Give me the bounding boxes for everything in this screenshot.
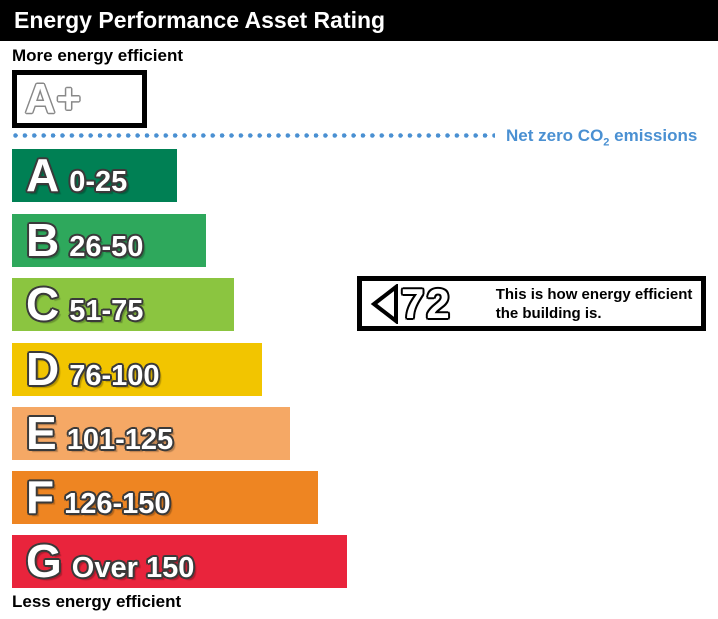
rating-marker: 72 This is how energy efficient the buil… [357, 276, 706, 331]
marker-description-line2: the building is. [495, 304, 602, 322]
band-letter: B [26, 214, 60, 266]
band-range: 126-150 [64, 488, 171, 520]
band-letter: E [26, 407, 57, 459]
band-f: F 126-150 [12, 471, 318, 524]
band-range: 76-100 [69, 360, 160, 392]
band-range: 101-125 [66, 424, 174, 456]
band-range: 51-75 [69, 295, 144, 327]
band-e: E 101-125 [12, 407, 290, 460]
net-zero-suffix: emissions [609, 126, 698, 145]
band-range: 26-50 [69, 231, 144, 263]
band-d: D 76-100 [12, 343, 262, 396]
band-c: C 51-75 [12, 278, 234, 331]
band-letter: F [26, 471, 55, 523]
band-letter: G [26, 535, 62, 587]
band-a: A 0-25 [12, 149, 177, 202]
a-plus-label: A+ [25, 75, 82, 122]
band-range: 0-25 [69, 166, 128, 198]
band-g: G Over 150 [12, 535, 347, 588]
net-zero-subscript: 2 [603, 136, 610, 149]
chart-title-bar: Energy Performance Asset Rating [0, 0, 718, 41]
net-zero-label: Net zero CO2 emissions [506, 126, 697, 148]
more-efficient-label: More energy efficient [12, 46, 183, 65]
band-letter: C [26, 278, 60, 330]
band-range: Over 150 [71, 552, 195, 584]
marker-description-line1: This is how energy efficient [495, 285, 693, 303]
band-b: B 26-50 [12, 214, 206, 267]
marker-arrow-icon [370, 283, 398, 324]
chart-title: Energy Performance Asset Rating [14, 7, 386, 33]
band-letter: D [26, 343, 60, 395]
net-zero-dotted-line [12, 132, 495, 139]
marker-value: 72 [401, 279, 452, 327]
net-zero-prefix: Net zero CO [506, 126, 604, 145]
marker-description: This is how energy efficient the buildin… [496, 285, 693, 323]
a-plus-box: A+ [12, 70, 147, 128]
less-efficient-label: Less energy efficient [12, 592, 182, 611]
band-letter: A [26, 149, 60, 201]
